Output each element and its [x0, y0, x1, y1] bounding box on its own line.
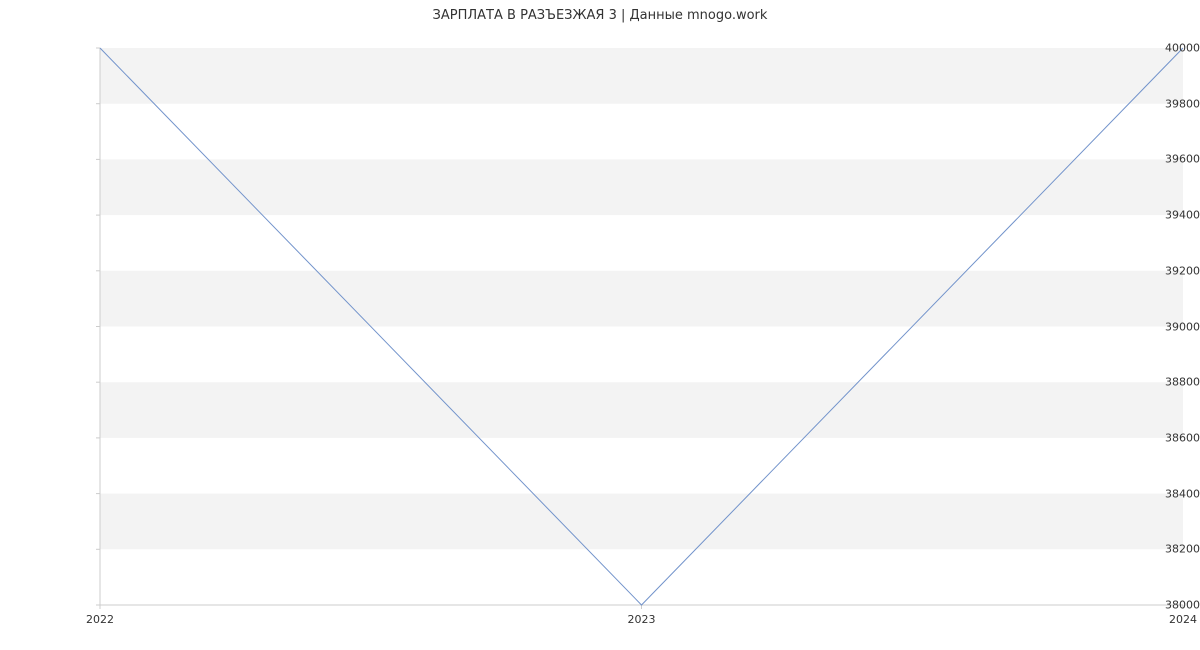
x-tick-label: 2022: [86, 613, 114, 626]
chart-title: ЗАРПЛАТА В РАЗЪЕЗЖАЯ 3 | Данные mnogo.wo…: [0, 8, 1200, 23]
y-tick-label: 39200: [1110, 264, 1200, 277]
y-tick-label: 40000: [1110, 42, 1200, 55]
chart-svg: [100, 48, 1183, 605]
y-tick-label: 38600: [1110, 431, 1200, 444]
salary-line-chart: ЗАРПЛАТА В РАЗЪЕЗЖАЯ 3 | Данные mnogo.wo…: [0, 0, 1200, 650]
y-tick-label: 38800: [1110, 376, 1200, 389]
y-tick-label: 38200: [1110, 543, 1200, 556]
y-tick-label: 38400: [1110, 487, 1200, 500]
y-tick-label: 39000: [1110, 320, 1200, 333]
x-tick-label: 2023: [628, 613, 656, 626]
y-tick-label: 39400: [1110, 209, 1200, 222]
plot-area: [100, 48, 1183, 605]
y-tick-label: 39800: [1110, 97, 1200, 110]
y-tick-label: 39600: [1110, 153, 1200, 166]
y-tick-label: 38000: [1110, 599, 1200, 612]
x-tick-label: 2024: [1169, 613, 1197, 626]
